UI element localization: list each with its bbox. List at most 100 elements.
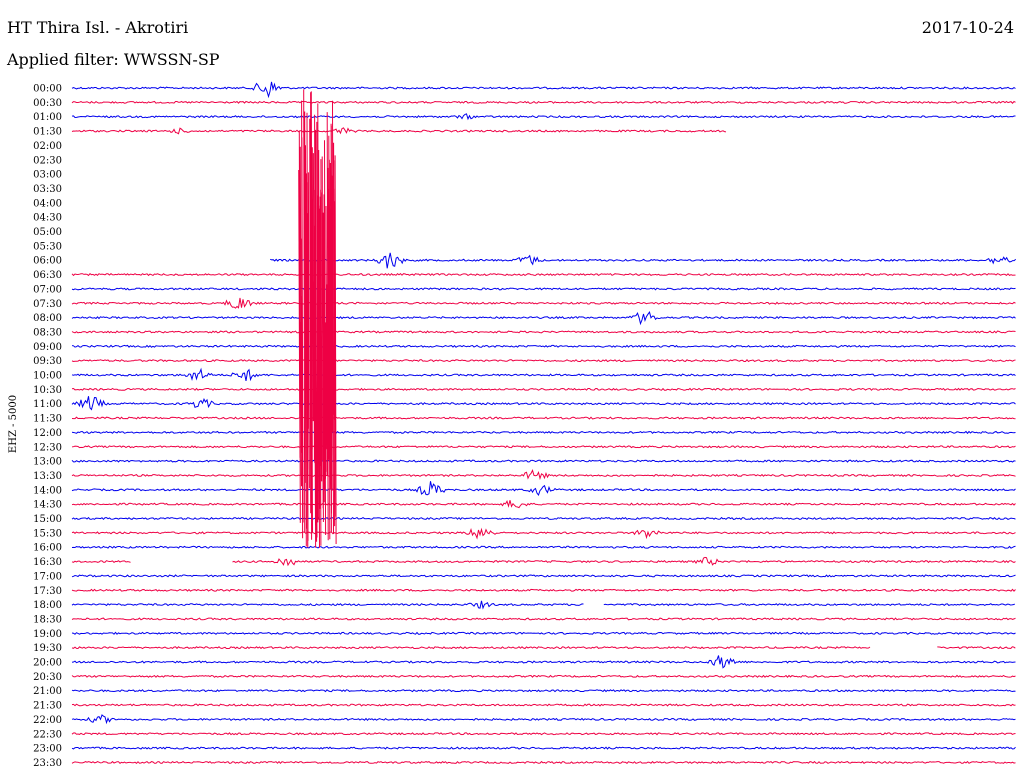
- time-tick-label: 14:00: [33, 485, 62, 496]
- trace-line: [71, 481, 1016, 497]
- time-tick-label: 06:00: [33, 256, 62, 267]
- time-tick-label: 22:00: [33, 715, 62, 726]
- trace-line: [71, 100, 1016, 104]
- time-tick-label: 03:00: [33, 170, 62, 181]
- trace-line: [71, 387, 1016, 391]
- trace-line: [71, 545, 1016, 549]
- time-tick-label: 11:00: [33, 399, 62, 410]
- time-tick-label: 20:30: [33, 672, 62, 683]
- trace-line: [71, 396, 1016, 411]
- y-axis-label: EHZ - 5000: [8, 395, 19, 453]
- trace-line: [270, 252, 1017, 269]
- time-tick-label: 17:00: [33, 571, 62, 582]
- trace-line: [71, 416, 1016, 420]
- trace-line: [71, 359, 1016, 363]
- trace-line: [937, 646, 1016, 650]
- time-tick-label: 07:00: [33, 284, 62, 295]
- trace-line: [71, 344, 1016, 348]
- time-tick-label: 04:30: [33, 213, 62, 224]
- time-tick-label: 20:00: [33, 658, 62, 669]
- time-tick-label: 16:00: [33, 543, 62, 554]
- time-tick-label: 12:30: [33, 442, 62, 453]
- trace-line: [71, 81, 1016, 99]
- trace-line: [71, 527, 1016, 540]
- time-tick-label: 18:00: [33, 600, 62, 611]
- trace-line: [71, 714, 1016, 725]
- time-tick-label: 04:00: [33, 198, 62, 209]
- time-tick-label: 01:00: [33, 112, 62, 123]
- time-tick-label: 03:30: [33, 184, 62, 195]
- time-tick-label: 16:30: [33, 557, 62, 568]
- station-title: HT Thira Isl. - Akrotiri: [7, 18, 189, 37]
- trace-group: [71, 81, 1017, 765]
- time-tick-label: 15:00: [33, 514, 62, 525]
- trace-line: [71, 746, 1016, 750]
- time-tick-label: 13:30: [33, 471, 62, 482]
- time-tick-label: 12:00: [33, 428, 62, 439]
- time-tick-label: 08:30: [33, 327, 62, 338]
- trace-line: [71, 113, 1016, 121]
- trace-line: [71, 516, 1016, 521]
- time-tick-label: 23:30: [33, 758, 62, 769]
- trace-line: [71, 459, 1016, 463]
- trace-line: [71, 273, 1016, 277]
- time-tick-label: 07:30: [33, 299, 62, 310]
- trace-line: [71, 600, 584, 610]
- time-tick-label: 18:30: [33, 614, 62, 625]
- time-tick-label: 11:30: [33, 414, 62, 425]
- trace-line: [71, 760, 1016, 765]
- time-tick-label: 00:30: [33, 98, 62, 109]
- trace-line: [71, 310, 1016, 326]
- trace-line: [71, 500, 1016, 509]
- time-tick-label: 10:30: [33, 385, 62, 396]
- time-tick-label: 22:30: [33, 729, 62, 740]
- time-tick-label: 21:00: [33, 686, 62, 697]
- main-event-group: [298, 89, 337, 548]
- time-tick-label: 13:00: [33, 457, 62, 468]
- time-tick-label: 09:00: [33, 342, 62, 353]
- trace-line: [71, 367, 1016, 382]
- trace-line: [71, 689, 1016, 693]
- trace-line: [71, 655, 1016, 669]
- trace-line: [71, 560, 131, 564]
- trace-line: [232, 556, 1016, 567]
- time-tick-label: 21:30: [33, 701, 62, 712]
- time-tick-label: 23:00: [33, 744, 62, 755]
- time-tick-label: 06:30: [33, 270, 62, 281]
- trace-line: [71, 674, 1016, 678]
- trace-line: [71, 445, 1016, 449]
- trace-line: [71, 617, 1016, 621]
- time-tick-labels: 00:00 00:30 01:00 01:30 02:00 02:30 03:00 03:30…: [33, 84, 62, 769]
- trace-line: [71, 469, 1016, 481]
- time-tick-label: 17:30: [33, 586, 62, 597]
- time-tick-label: 14:30: [33, 500, 62, 511]
- trace-line: [71, 574, 1016, 578]
- time-tick-label: 19:30: [33, 643, 62, 654]
- trace-line: [71, 588, 1016, 592]
- trace-line: [71, 732, 1016, 736]
- filter-label: Applied filter: WWSSN-SP: [7, 50, 220, 69]
- trace-line: [71, 287, 1016, 291]
- trace-line: [71, 127, 727, 135]
- time-tick-label: 09:30: [33, 356, 62, 367]
- trace-line: [71, 297, 1016, 309]
- time-tick-label: 08:00: [33, 313, 62, 324]
- time-tick-label: 05:30: [33, 241, 62, 252]
- time-tick-label: 10:00: [33, 371, 62, 382]
- time-tick-label: 15:30: [33, 528, 62, 539]
- time-tick-label: 19:00: [33, 629, 62, 640]
- trace-line: [71, 631, 1016, 635]
- trace-line: [603, 603, 1015, 607]
- record-date: 2017-10-24: [921, 18, 1014, 37]
- trace-line: [71, 703, 1016, 707]
- time-tick-label: 02:30: [33, 155, 62, 166]
- time-tick-label: 05:00: [33, 227, 62, 238]
- time-tick-label: 01:30: [33, 127, 62, 138]
- trace-line: [71, 430, 1016, 435]
- time-tick-label: 02:00: [33, 141, 62, 152]
- time-tick-label: 00:00: [33, 84, 62, 95]
- trace-line: [71, 646, 871, 650]
- trace-line: [71, 330, 1016, 334]
- main-event-trace: [298, 89, 337, 548]
